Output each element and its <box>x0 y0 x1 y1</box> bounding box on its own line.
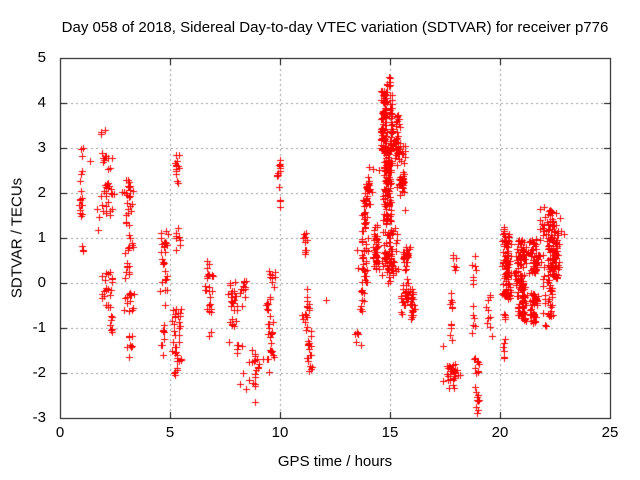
x-axis-title: GPS time / hours <box>277 453 393 470</box>
y-tick-label: 1 <box>37 229 46 246</box>
y-tick-label: -3 <box>32 409 46 426</box>
y-tick-label: -1 <box>32 319 46 336</box>
y-tick-label: 0 <box>37 274 46 291</box>
x-tick-label: 0 <box>55 424 65 441</box>
x-tick-label: 5 <box>165 424 175 441</box>
x-tick-label: 10 <box>271 424 289 441</box>
y-tick-label: 3 <box>37 139 46 156</box>
y-tick-label: -2 <box>32 364 46 381</box>
y-tick-label: 5 <box>37 49 46 66</box>
y-tick-label: 4 <box>37 94 46 111</box>
chart-title: Day 058 of 2018, Sidereal Day-to-day VTE… <box>61 19 609 36</box>
x-tick-label: 20 <box>491 424 509 441</box>
x-tick-label: 25 <box>601 424 619 441</box>
x-tick-label: 15 <box>381 424 399 441</box>
y-tick-label: 2 <box>37 184 46 201</box>
